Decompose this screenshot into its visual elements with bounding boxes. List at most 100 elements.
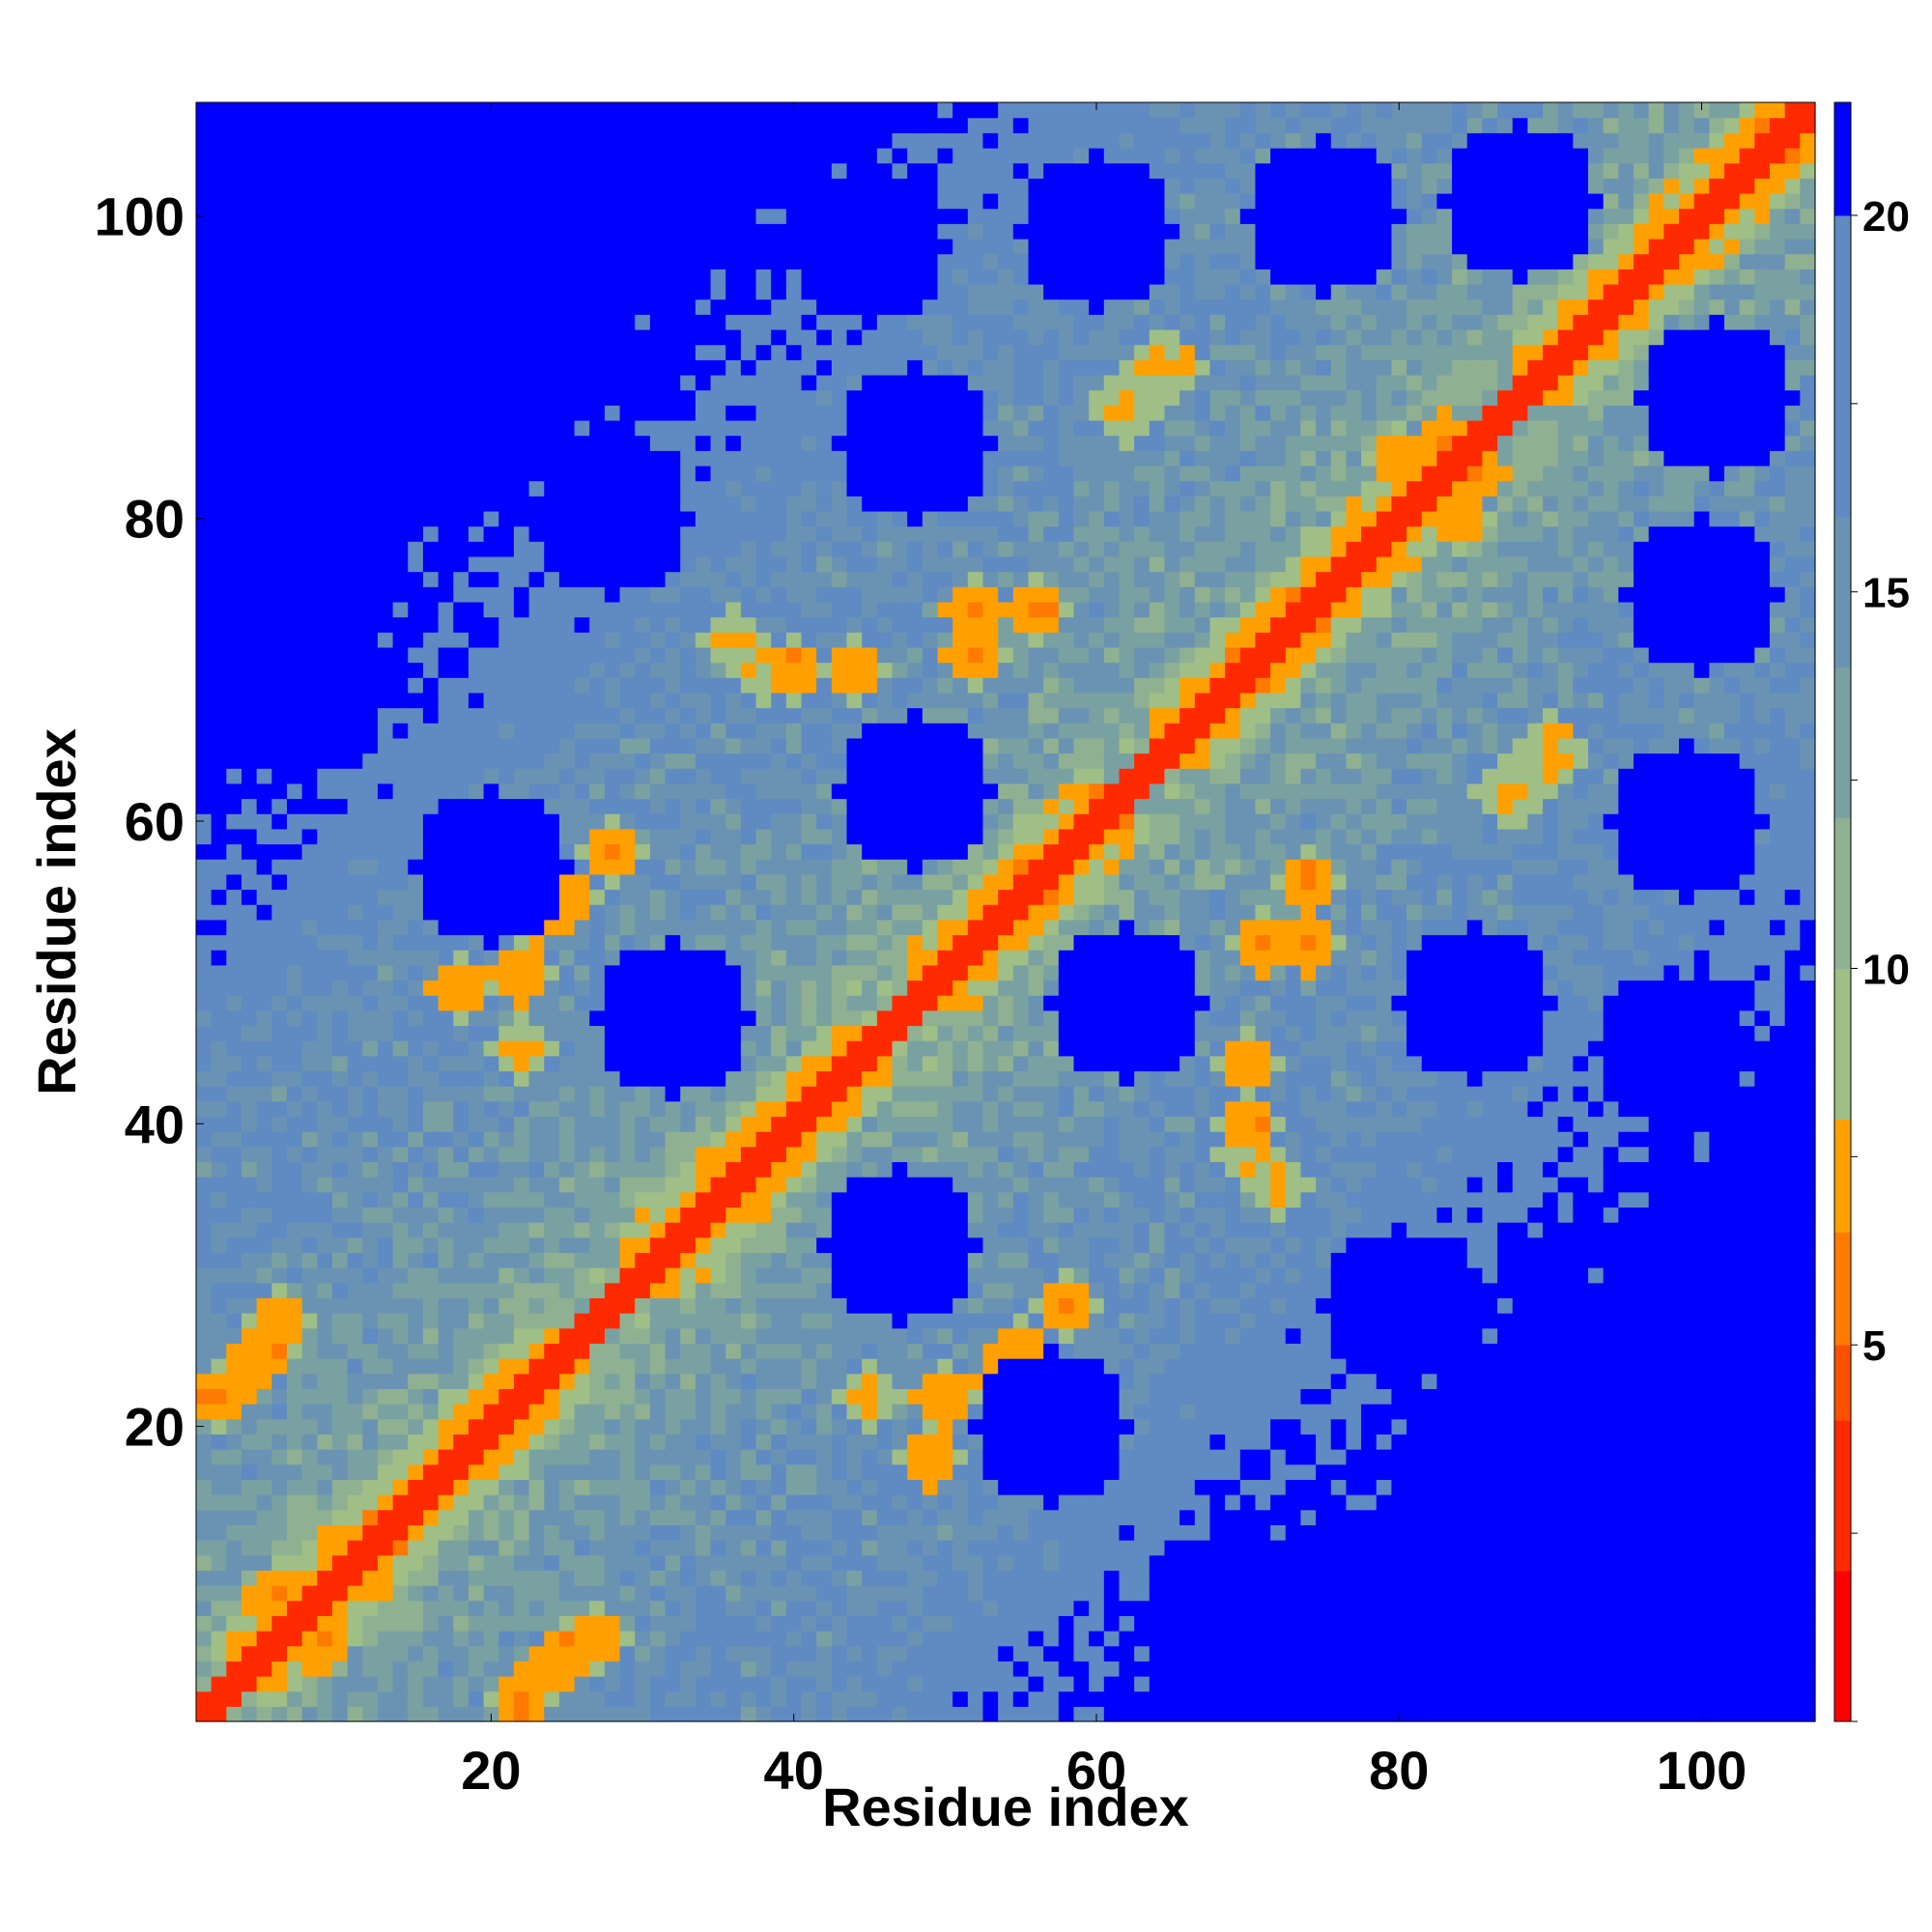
heatmap-cell <box>331 208 349 224</box>
heatmap-cell <box>816 147 833 164</box>
heatmap-cell <box>468 873 485 891</box>
heatmap-cell <box>831 435 848 451</box>
heatmap-cell <box>347 359 363 376</box>
heatmap-cell <box>755 238 772 255</box>
heatmap-cell <box>271 298 288 315</box>
heatmap-cell <box>831 359 848 376</box>
heatmap-cell <box>604 359 621 376</box>
heatmap-cell <box>362 586 379 603</box>
heatmap-cell <box>755 1373 772 1389</box>
heatmap-cell <box>680 1100 696 1118</box>
heatmap-cell <box>468 919 485 936</box>
heatmap-cell <box>755 132 772 149</box>
heatmap-cell <box>286 480 303 497</box>
heatmap-cell <box>725 344 742 360</box>
heatmap-cell <box>256 571 272 587</box>
heatmap-cell <box>892 1570 908 1586</box>
heatmap-cell <box>816 934 833 951</box>
heatmap-cell <box>740 1570 757 1586</box>
heatmap-cell <box>862 344 878 360</box>
heatmap-cell <box>725 496 742 512</box>
heatmap-cell <box>544 1297 560 1314</box>
heatmap-cell <box>740 662 757 678</box>
heatmap-cell <box>862 753 878 769</box>
heatmap-cell <box>801 859 817 875</box>
heatmap-cell <box>846 1313 863 1329</box>
heatmap-cell <box>635 1570 651 1586</box>
heatmap-cell <box>286 1404 303 1420</box>
heatmap-cell <box>241 1343 258 1359</box>
heatmap-cell <box>513 1040 530 1057</box>
heatmap-cell <box>211 450 227 467</box>
heatmap-cell <box>468 480 485 497</box>
heatmap-cell <box>862 768 878 784</box>
heatmap-cell <box>604 737 621 754</box>
heatmap-cell <box>438 1479 454 1495</box>
heatmap-cell <box>271 1116 288 1132</box>
heatmap-cell <box>771 1373 787 1389</box>
heatmap-cell <box>317 480 333 497</box>
heatmap-cell <box>196 1070 213 1087</box>
heatmap-cell <box>498 1690 515 1707</box>
heatmap-cell <box>831 208 848 224</box>
heatmap-cell <box>528 496 545 512</box>
heatmap-cell <box>740 1585 757 1602</box>
heatmap-cell <box>438 389 454 406</box>
heatmap-cell <box>801 1706 817 1722</box>
heatmap-cell <box>544 1131 560 1148</box>
heatmap-cell <box>710 1554 726 1571</box>
heatmap-cell <box>211 768 227 784</box>
heatmap-cell <box>271 1009 288 1027</box>
heatmap-cell <box>604 950 621 966</box>
heatmap-cell <box>271 889 288 905</box>
heatmap-cell <box>831 1494 848 1511</box>
heatmap-cell <box>740 646 757 664</box>
heatmap-cell <box>241 389 258 406</box>
heatmap-cell <box>211 147 227 164</box>
heatmap-cell <box>785 328 803 346</box>
heatmap-cell <box>695 1631 712 1647</box>
heatmap-cell <box>604 1025 621 1041</box>
heatmap-cell <box>876 1645 894 1662</box>
heatmap-cell <box>256 526 272 542</box>
heatmap-cell <box>362 873 379 891</box>
heatmap-cell <box>392 1509 409 1525</box>
heatmap-cell <box>498 1418 515 1435</box>
heatmap-cell <box>876 178 894 194</box>
heatmap-cell <box>876 1207 894 1223</box>
heatmap-cell <box>725 646 742 664</box>
heatmap-cell <box>604 1600 621 1616</box>
heatmap-cell <box>649 753 667 769</box>
heatmap-cell <box>771 541 787 557</box>
heatmap-cell <box>710 147 726 164</box>
heatmap-cell <box>271 662 288 678</box>
heatmap-cell <box>196 238 213 255</box>
heatmap-cell <box>422 253 440 270</box>
heatmap-cell <box>317 1086 333 1102</box>
heatmap-cell <box>740 450 757 467</box>
heatmap-cell <box>710 950 726 966</box>
heatmap-cell <box>755 873 772 891</box>
heatmap-cell <box>528 1252 545 1268</box>
heatmap-cell <box>892 1207 908 1223</box>
heatmap-cell <box>876 843 894 860</box>
heatmap-cell <box>226 737 242 754</box>
heatmap-cell <box>211 405 227 421</box>
heatmap-cell <box>453 873 469 891</box>
heatmap-cell <box>377 1025 394 1041</box>
heatmap-cell <box>453 950 469 966</box>
heatmap-cell <box>710 1585 726 1602</box>
heatmap-cell <box>619 555 636 573</box>
heatmap-cell <box>331 782 349 800</box>
heatmap-cell <box>392 480 409 497</box>
heatmap-cell <box>392 1177 409 1193</box>
heatmap-cell <box>392 1449 409 1465</box>
heatmap-cell <box>785 980 803 996</box>
heatmap-cell <box>680 541 696 557</box>
heatmap-cell <box>680 132 696 149</box>
heatmap-cell <box>558 843 576 860</box>
heatmap-cell <box>211 859 227 875</box>
heatmap-cell <box>665 1055 681 1072</box>
heatmap-cell <box>196 934 213 951</box>
heatmap-cell <box>862 1358 878 1375</box>
